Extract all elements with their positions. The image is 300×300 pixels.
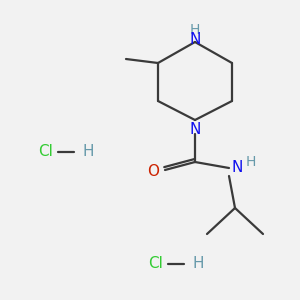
Text: N: N xyxy=(231,160,243,175)
Text: O: O xyxy=(147,164,159,179)
Text: H: H xyxy=(190,23,200,37)
Text: Cl: Cl xyxy=(148,256,163,272)
Text: N: N xyxy=(189,32,201,47)
Text: N: N xyxy=(189,122,201,137)
Text: H: H xyxy=(192,256,203,272)
Text: Cl: Cl xyxy=(38,145,53,160)
Text: H: H xyxy=(246,155,256,169)
Text: H: H xyxy=(82,145,94,160)
